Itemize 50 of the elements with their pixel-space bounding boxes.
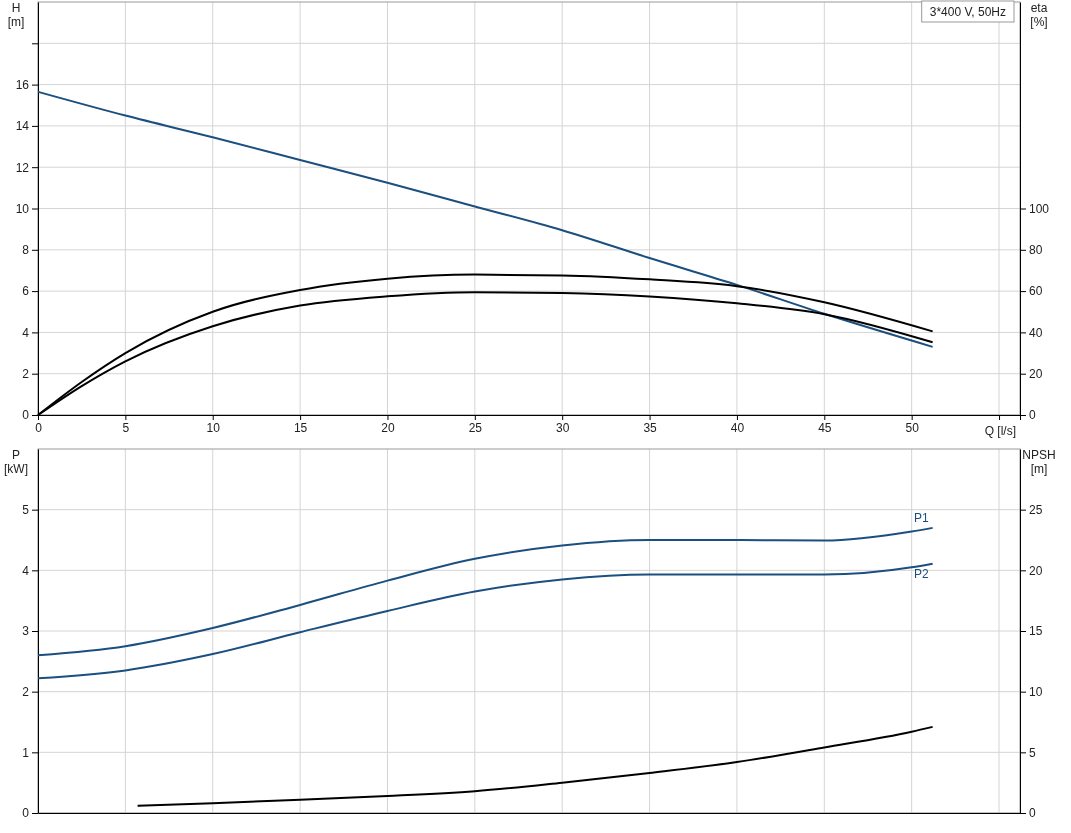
y2-tick-label: 20 — [1029, 563, 1043, 578]
y-tick-label: 14 — [15, 119, 30, 134]
x-tick-label: 15 — [293, 420, 308, 435]
line-series — [37, 90, 934, 348]
x-axis-title: Q [l/s] — [984, 424, 1016, 438]
x-tick-label: 10 — [206, 420, 221, 435]
series-label: P2 — [913, 566, 929, 581]
x-tick-label: 30 — [556, 420, 570, 435]
y2-tick-label: 25 — [1029, 503, 1043, 518]
y2-tick-label: 0 — [1029, 408, 1036, 423]
line-series — [37, 562, 934, 680]
line-series — [37, 526, 934, 657]
y2-tick-label: 60 — [1029, 284, 1043, 299]
line-series — [136, 725, 934, 807]
y2-tick-label: 10 — [1029, 685, 1043, 700]
series-label: P1 — [913, 510, 929, 525]
y-tick-label: 8 — [22, 243, 30, 258]
y-tick-label: 0 — [22, 408, 30, 423]
y2-tick-label: 5 — [1029, 745, 1036, 760]
y2-tick-label: 0 — [1029, 806, 1036, 821]
y-axis-title: P [kW] — [4, 448, 28, 476]
y-tick-label: 6 — [22, 284, 30, 299]
y2-axis-title: eta [%] — [1030, 1, 1048, 29]
y-tick-label: 16 — [15, 77, 30, 92]
y-axis-title: H [m] — [7, 1, 25, 29]
x-tick-label: 50 — [905, 420, 920, 435]
x-tick-label: 0 — [35, 420, 43, 435]
y-tick-label: 2 — [22, 685, 30, 700]
y-tick-label: 12 — [15, 160, 30, 175]
y-tick-label: 2 — [22, 367, 30, 382]
y-tick-label: 0 — [22, 806, 30, 821]
x-tick-label: 40 — [730, 420, 745, 435]
y-tick-label: 1 — [22, 745, 30, 760]
x-tick-label: 20 — [381, 420, 395, 435]
y2-tick-label: 20 — [1029, 367, 1043, 382]
chart-title: 3*400 V, 50Hz — [929, 5, 1006, 19]
y-tick-label: 10 — [15, 201, 30, 216]
x-tick-label: 45 — [818, 420, 832, 435]
y-tick-label: 4 — [22, 325, 30, 340]
y2-axis-title: NPSH [m] — [1022, 448, 1056, 476]
x-tick-label: 25 — [468, 420, 483, 435]
x-tick-label: 35 — [643, 420, 658, 435]
y2-tick-label: 15 — [1029, 624, 1043, 639]
y2-tick-label: 40 — [1029, 325, 1043, 340]
x-tick-label: 5 — [122, 420, 130, 435]
y-tick-label: 3 — [22, 624, 30, 639]
y2-tick-label: 80 — [1029, 243, 1043, 258]
y-tick-label: 4 — [22, 563, 30, 578]
y-tick-label: 5 — [22, 503, 30, 518]
y2-tick-label: 100 — [1029, 201, 1050, 216]
